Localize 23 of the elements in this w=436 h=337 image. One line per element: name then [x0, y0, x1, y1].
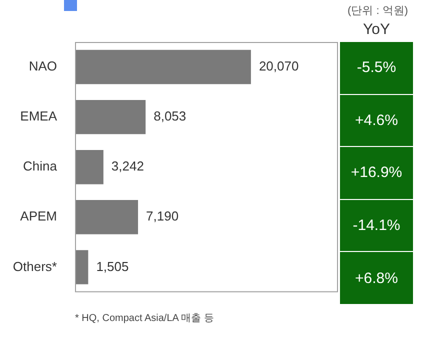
data-label: 1,505	[96, 258, 129, 274]
text: +16.9%	[340, 147, 413, 199]
y-tick-label: EMEA	[20, 108, 58, 124]
bar	[75, 200, 138, 234]
text: * HQ, Compact Asia/LA 매출 등	[75, 312, 214, 325]
bar	[75, 50, 251, 84]
text: (단위 : 억원)	[348, 4, 408, 18]
bar	[75, 250, 88, 284]
text: +4.6%	[340, 94, 413, 146]
text: -5.5%	[340, 42, 413, 94]
data-label: 20,070	[258, 58, 299, 74]
text: +6.8%	[340, 252, 413, 304]
text: -14.1%	[340, 200, 413, 252]
data-label: 3,242	[111, 158, 144, 174]
text: YoY	[362, 21, 391, 38]
data-label: 8,053	[154, 108, 186, 124]
bar	[75, 150, 104, 184]
bar	[75, 100, 146, 134]
data-label: 7,190	[146, 208, 179, 224]
y-tick-label: China	[23, 158, 58, 174]
y-tick-label: NAO	[28, 58, 57, 74]
y-tick-label: APEM	[20, 208, 57, 224]
y-tick-label: Others*	[12, 258, 57, 274]
